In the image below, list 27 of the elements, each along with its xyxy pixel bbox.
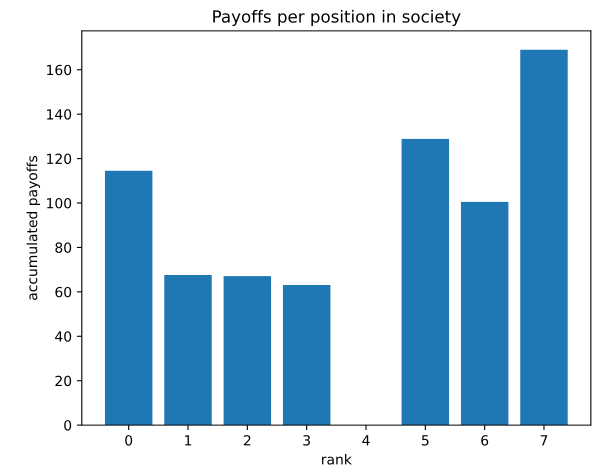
y-tick-label: 100 [47, 198, 72, 208]
bar [224, 276, 272, 426]
bar [402, 138, 450, 426]
y-tick-label: 20 [55, 376, 72, 386]
chart-title: Payoffs per position in society [213, 10, 461, 26]
x-tick-label: 7 [540, 435, 548, 446]
y-axis-title: accumulated payoffs [26, 156, 40, 300]
x-tick-label: 0 [125, 435, 132, 446]
x-tick-label: 6 [481, 435, 488, 446]
bar [282, 284, 330, 426]
x-tick-label: 4 [362, 435, 370, 446]
bar [104, 170, 152, 426]
x-axis-title: rank [322, 454, 352, 465]
bar [460, 202, 508, 426]
x-tick-label: 1 [185, 435, 192, 446]
bar [520, 50, 568, 426]
y-tick-label: 80 [55, 242, 72, 253]
y-tick-label: 60 [55, 286, 72, 298]
bar [164, 274, 212, 426]
x-tick-label: 5 [422, 435, 429, 446]
y-tick-label: 120 [47, 154, 72, 164]
x-tick-label: 2 [244, 435, 250, 446]
y-tick-label: 160 [47, 64, 72, 76]
y-tick-label: 40 [55, 331, 72, 342]
x-tick-label: 3 [303, 435, 310, 446]
y-tick-label: 0 [64, 420, 72, 431]
y-tick-label: 140 [47, 109, 72, 120]
